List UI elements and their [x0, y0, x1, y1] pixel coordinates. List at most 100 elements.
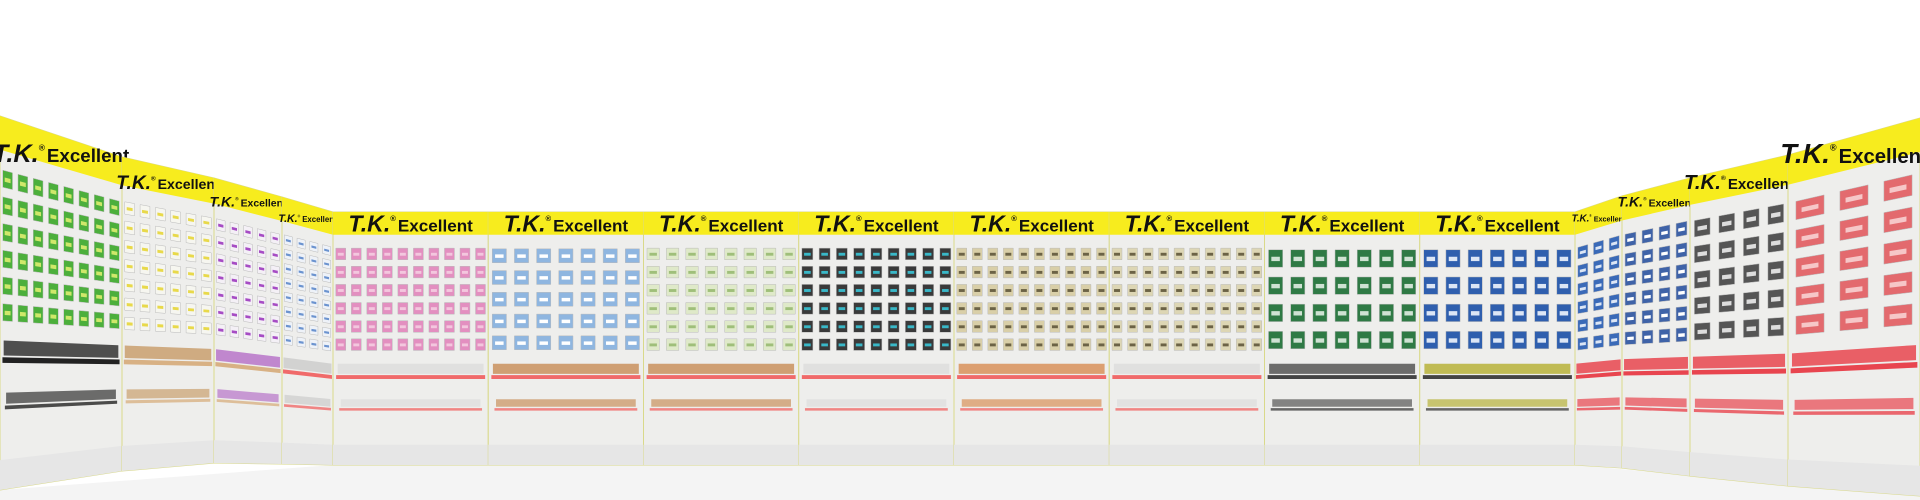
product-package	[139, 317, 151, 332]
product-package	[956, 284, 967, 297]
registered-mark: ®	[298, 214, 301, 218]
display-wall-right-4: T.K.®Excellent	[1780, 117, 1920, 497]
product-package	[887, 302, 900, 315]
product-package	[243, 259, 253, 273]
product-package	[185, 230, 197, 245]
product-package	[296, 294, 306, 306]
product-package	[853, 284, 865, 297]
product-package	[1490, 303, 1505, 322]
lower-shelf-stock	[1794, 397, 1914, 410]
product-package	[459, 266, 471, 279]
product-package	[763, 247, 777, 261]
lower-shelf-stock	[6, 389, 116, 404]
display-base	[333, 444, 489, 465]
product-package	[1158, 302, 1169, 315]
lower-shelf-edge	[1270, 408, 1414, 411]
product-package	[243, 276, 253, 290]
product-package	[1593, 277, 1604, 293]
brand-sign	[122, 157, 214, 204]
product-package	[322, 258, 331, 270]
product-package	[201, 304, 212, 318]
product-package	[155, 263, 166, 277]
display-base	[122, 440, 214, 471]
product-package	[704, 302, 718, 315]
product-package	[1608, 313, 1620, 328]
product-package	[1767, 260, 1784, 281]
product-package	[1003, 266, 1014, 279]
brand-word: Excellent	[241, 199, 287, 210]
product-package	[646, 338, 660, 351]
product-package	[309, 296, 319, 308]
product-package	[1003, 247, 1014, 261]
product-package	[1556, 249, 1572, 268]
registered-mark: ®	[545, 214, 551, 223]
product-package	[666, 284, 680, 297]
product-package	[1220, 284, 1231, 297]
product-package	[1608, 293, 1620, 309]
product-package	[1235, 338, 1247, 351]
registered-mark: ®	[1721, 174, 1726, 182]
product-package	[1312, 276, 1328, 295]
product-package	[1675, 242, 1688, 259]
product-package	[93, 311, 105, 328]
lower-shelf-edge	[4, 400, 118, 410]
product-package	[939, 302, 952, 315]
product-package	[625, 292, 640, 307]
product-package	[1624, 331, 1637, 345]
product-package	[1018, 338, 1030, 351]
product-package	[763, 320, 777, 333]
product-package	[170, 246, 181, 261]
product-package	[93, 288, 105, 305]
display-base	[488, 444, 644, 465]
shelf-stock	[1424, 363, 1571, 374]
product-package	[216, 305, 226, 319]
product-package	[1065, 284, 1076, 297]
product-package	[48, 232, 59, 251]
product-package	[956, 302, 967, 315]
product-package	[1204, 302, 1216, 315]
product-package	[536, 292, 552, 307]
floor-plane	[0, 465, 1920, 500]
product-package	[1641, 268, 1654, 284]
product-package	[782, 320, 796, 333]
product-package	[335, 320, 346, 333]
lower-shelf-edge	[1115, 408, 1259, 411]
product-package	[1204, 266, 1216, 279]
product-package	[1743, 208, 1760, 230]
product-package	[1379, 276, 1394, 295]
product-package	[1049, 284, 1061, 297]
product-package	[1142, 302, 1154, 315]
product-package	[922, 302, 934, 315]
product-package	[1593, 334, 1604, 349]
shelf-stock	[1576, 359, 1621, 374]
product-package	[666, 338, 680, 351]
product-package	[335, 266, 346, 279]
product-package	[1173, 302, 1185, 315]
brand-word: Excellent	[708, 216, 783, 235]
product-package	[351, 247, 362, 261]
product-package	[666, 320, 680, 333]
product-package	[987, 284, 999, 297]
product-package	[1049, 266, 1061, 279]
product-package	[1158, 320, 1169, 333]
display-base	[282, 442, 333, 465]
product-package	[1312, 331, 1328, 350]
product-package	[801, 247, 814, 261]
product-package	[972, 338, 983, 351]
product-package	[1096, 320, 1107, 333]
product-package	[939, 320, 952, 333]
product-package	[1608, 332, 1620, 347]
product-package	[836, 302, 848, 315]
brand-mark: T.K.	[1280, 210, 1322, 236]
product-package	[270, 314, 280, 328]
product-package	[1718, 266, 1735, 287]
product-package	[987, 266, 999, 279]
product-package	[216, 323, 226, 337]
product-package	[514, 248, 529, 263]
product-package	[335, 247, 346, 261]
product-package	[2, 303, 13, 322]
product-package	[351, 266, 362, 279]
product-package	[201, 215, 212, 230]
product-package	[1675, 263, 1688, 280]
display-base	[1690, 452, 1788, 486]
